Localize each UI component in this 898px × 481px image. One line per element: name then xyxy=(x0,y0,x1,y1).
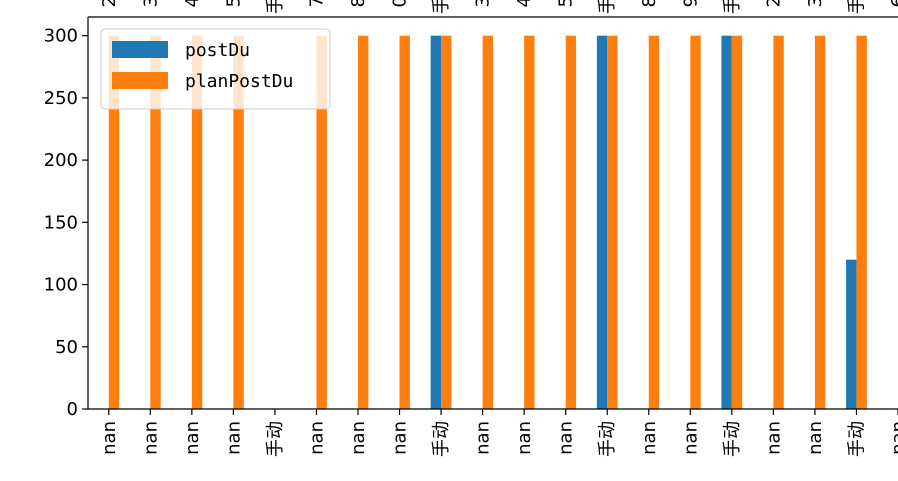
top-tick-label: 3 xyxy=(140,0,161,7)
top-tick-label: 4 xyxy=(514,0,535,7)
x-tick-label: 手动 xyxy=(265,421,286,457)
x-tick-label: nan xyxy=(473,421,494,455)
top-tick-label: 7 xyxy=(306,0,327,7)
x-tick-label: nan xyxy=(888,421,898,455)
x-tick-label: nan xyxy=(680,421,701,455)
y-tick-label: 250 xyxy=(44,88,78,109)
top-tick-label: 4 xyxy=(182,0,203,7)
x-tick-label: nan xyxy=(182,421,203,455)
top-tick-label: 5 xyxy=(223,0,244,7)
legend-swatch-planPostDu xyxy=(112,72,168,89)
bar-planPostDu-3 xyxy=(233,35,244,410)
bar-planPostDu-9 xyxy=(482,35,493,410)
x-tick-label: nan xyxy=(639,421,660,455)
bar-planPostDu-13 xyxy=(648,35,660,410)
top-tick-label: 8 xyxy=(639,0,660,7)
bar-postDu-12 xyxy=(596,35,608,410)
top-tick-label: 手 xyxy=(722,0,743,14)
x-tick-label: 手动 xyxy=(431,421,452,457)
top-tick-label: 6 xyxy=(888,0,898,7)
top-tick-label: 0 xyxy=(390,0,411,7)
legend-swatch-postDu xyxy=(112,41,168,58)
bar-planPostDu-2 xyxy=(191,35,203,410)
x-tick-label: nan xyxy=(763,421,784,455)
bar-planPostDu-6 xyxy=(358,35,369,410)
bar-planPostDu-1 xyxy=(150,35,161,410)
top-tick-label: 9 xyxy=(680,0,701,7)
top-tick-label: 3 xyxy=(473,0,494,7)
x-tick-label: nan xyxy=(140,421,161,455)
bar-planPostDu-7 xyxy=(399,35,410,410)
x-tick-label: nan xyxy=(99,421,120,455)
bar-planPostDu-18 xyxy=(856,35,867,410)
bar-planPostDu-17 xyxy=(814,35,826,410)
y-tick-label: 300 xyxy=(44,26,78,47)
y-tick-label: 50 xyxy=(55,337,78,358)
x-tick-label: 手动 xyxy=(722,421,743,457)
top-tick-label: 8 xyxy=(348,0,369,7)
bar-planPostDu-15 xyxy=(731,35,743,410)
top-labels: 2 3 4 5 手 7 8 0 手 3 4 5 手 8 9 手 2 3 手 6 xyxy=(99,0,898,14)
x-tick-label: nan xyxy=(306,421,327,455)
bar-planPostDu-11 xyxy=(565,35,577,410)
top-tick-label: 手 xyxy=(431,0,452,14)
top-tick-label: 2 xyxy=(763,0,784,7)
bar-postDu-15 xyxy=(721,35,732,410)
x-tick-label: nan xyxy=(556,421,577,455)
x-tick-label: nan xyxy=(348,421,369,455)
bar-planPostDu-5 xyxy=(316,35,327,410)
top-tick-label: 3 xyxy=(805,0,826,7)
x-tick-label: 手动 xyxy=(597,421,618,457)
bar-postDu-18 xyxy=(846,259,857,409)
x-tick-label: nan xyxy=(514,421,535,455)
legend: postDu planPostDu xyxy=(100,28,331,110)
top-tick-label: 2 xyxy=(99,0,120,7)
y-tick-label: 150 xyxy=(44,212,78,233)
y-tick-label: 0 xyxy=(67,399,78,420)
x-tick-label: 手动 xyxy=(846,421,867,457)
bar-planPostDu-16 xyxy=(773,35,784,410)
top-tick-label: 5 xyxy=(556,0,577,7)
bar-planPostDu-10 xyxy=(524,35,535,410)
legend-label-postDu: postDu xyxy=(185,40,250,61)
bars xyxy=(108,35,867,410)
x-tick-label: nan xyxy=(805,421,826,455)
top-tick-label: 手 xyxy=(597,0,618,14)
x-tick-label: nan xyxy=(223,421,244,455)
bar-postDu-8 xyxy=(430,35,442,410)
bar-planPostDu-14 xyxy=(690,35,701,410)
y-tick-label: 200 xyxy=(44,150,78,171)
y-tick-label: 100 xyxy=(44,275,78,296)
top-tick-label: 手 xyxy=(265,0,286,14)
x-tick-label: nan xyxy=(390,421,411,455)
bar-planPostDu-12 xyxy=(607,35,618,410)
bar-planPostDu-8 xyxy=(441,35,452,410)
bar-planPostDu-0 xyxy=(108,35,120,410)
legend-label-planPostDu: planPostDu xyxy=(185,71,293,92)
top-tick-label: 手 xyxy=(846,0,867,14)
